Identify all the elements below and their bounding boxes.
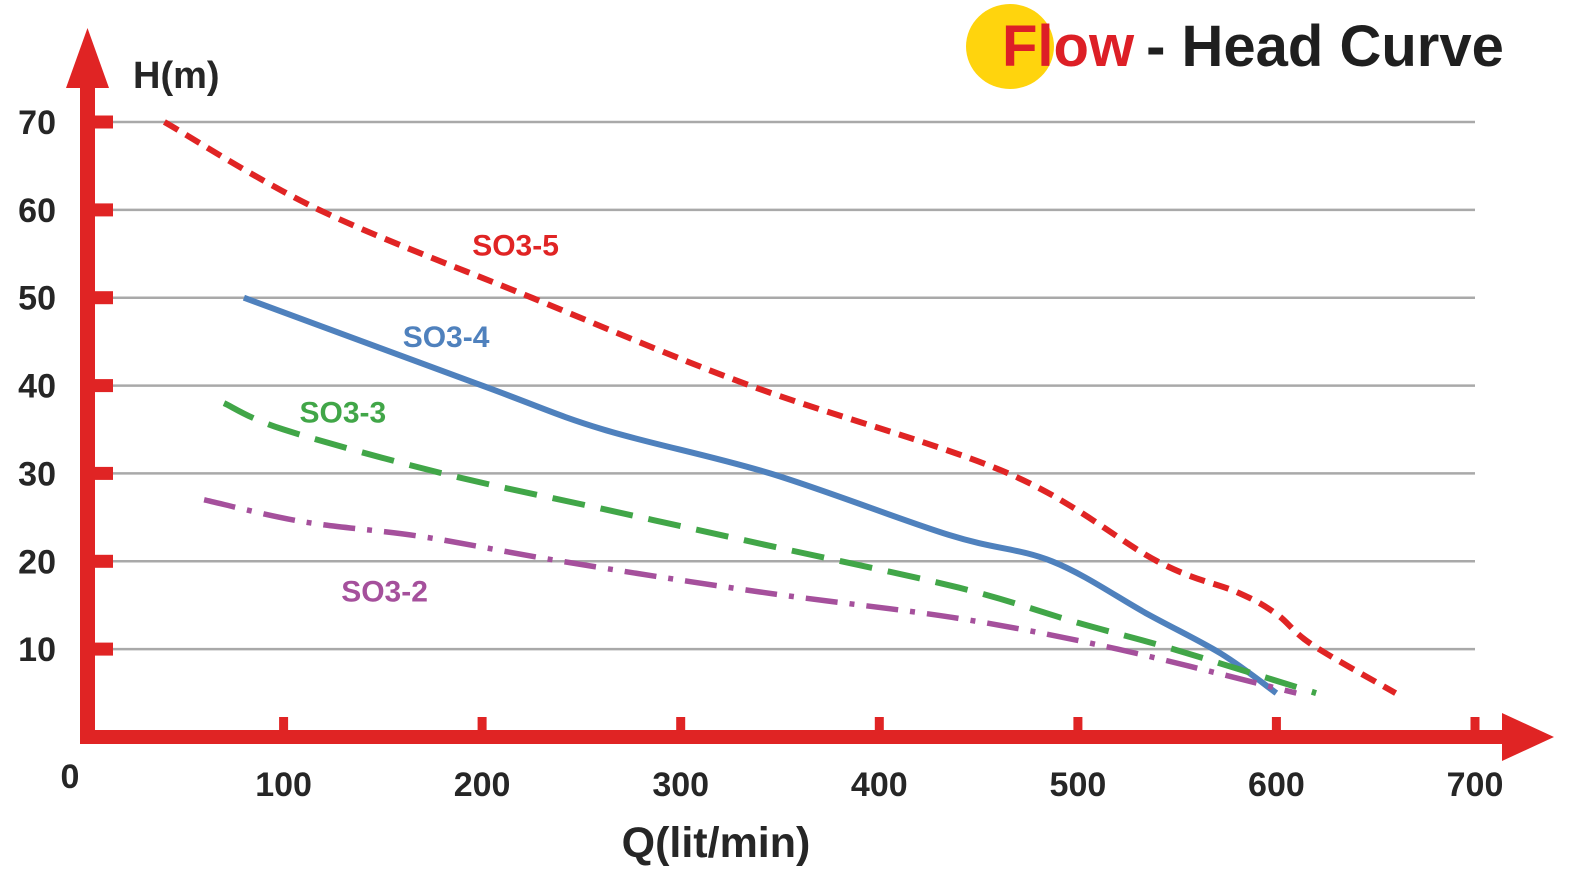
- x-tick-label-100: 100: [255, 766, 312, 804]
- y-tick-20: [94, 554, 113, 568]
- y-tick-60: [94, 203, 113, 217]
- y-tick-label-50: 50: [18, 280, 56, 318]
- y-axis-line: [80, 78, 95, 744]
- curve-SO3-5: [162, 119, 1398, 696]
- series-label-SO3-2: SO3-2: [341, 576, 428, 609]
- curve-SO3-3: [222, 400, 1317, 696]
- y-axis-title: H(m): [133, 55, 220, 97]
- x-tick-400: [874, 717, 884, 730]
- x-tick-500: [1073, 717, 1083, 730]
- x-tick-300: [676, 717, 686, 730]
- title-highlight-word: Flow: [1002, 14, 1135, 79]
- y-tick-label-40: 40: [18, 368, 56, 406]
- series-curves: SO3-5 SO3-4 SO3-3 SO3-2: [162, 119, 1398, 696]
- x-tick-label-400: 400: [851, 766, 908, 804]
- y-axis-arrowhead: [66, 28, 109, 88]
- axes: [66, 28, 1554, 761]
- x-axis-arrowhead: [1502, 713, 1554, 761]
- series-label-SO3-4: SO3-4: [403, 321, 490, 354]
- x-tick-200: [477, 717, 487, 730]
- y-tick-30: [94, 466, 113, 480]
- x-tick-label-0: 0: [61, 758, 80, 796]
- y-tick-40: [94, 379, 113, 393]
- x-tick-label-200: 200: [454, 766, 511, 804]
- x-tick-100: [279, 717, 289, 730]
- title-highlight-circle-icon: [966, 4, 1054, 89]
- curve-SO3-4: [242, 294, 1279, 696]
- x-tick-label-500: 500: [1050, 766, 1107, 804]
- x-axis-title: Q(lit/min): [622, 819, 811, 867]
- chart-title-text: Flow - Head Curve: [1002, 16, 1504, 78]
- x-tick-label-300: 300: [652, 766, 709, 804]
- x-tick-label-700: 700: [1447, 766, 1504, 804]
- x-axis-line: [80, 730, 1506, 744]
- y-tick-label-70: 70: [18, 104, 56, 142]
- title-rest-text: - Head Curve: [1146, 14, 1504, 79]
- y-tick-label-60: 60: [18, 192, 56, 230]
- x-tick-600: [1271, 717, 1281, 730]
- y-tick-10: [94, 642, 113, 656]
- y-tick-50: [94, 291, 113, 305]
- series-label-SO3-3: SO3-3: [300, 397, 387, 430]
- y-tick-label-20: 20: [18, 543, 56, 581]
- curve-SO3-2: [203, 497, 1297, 696]
- x-tick-label-600: 600: [1248, 766, 1305, 804]
- y-tick-70: [94, 115, 113, 129]
- gridlines: [112, 120, 1475, 651]
- y-tick-label-30: 30: [18, 455, 56, 493]
- y-tick-label-10: 10: [18, 631, 56, 669]
- series-label-SO3-5: SO3-5: [472, 230, 559, 263]
- x-tick-700: [1470, 717, 1480, 730]
